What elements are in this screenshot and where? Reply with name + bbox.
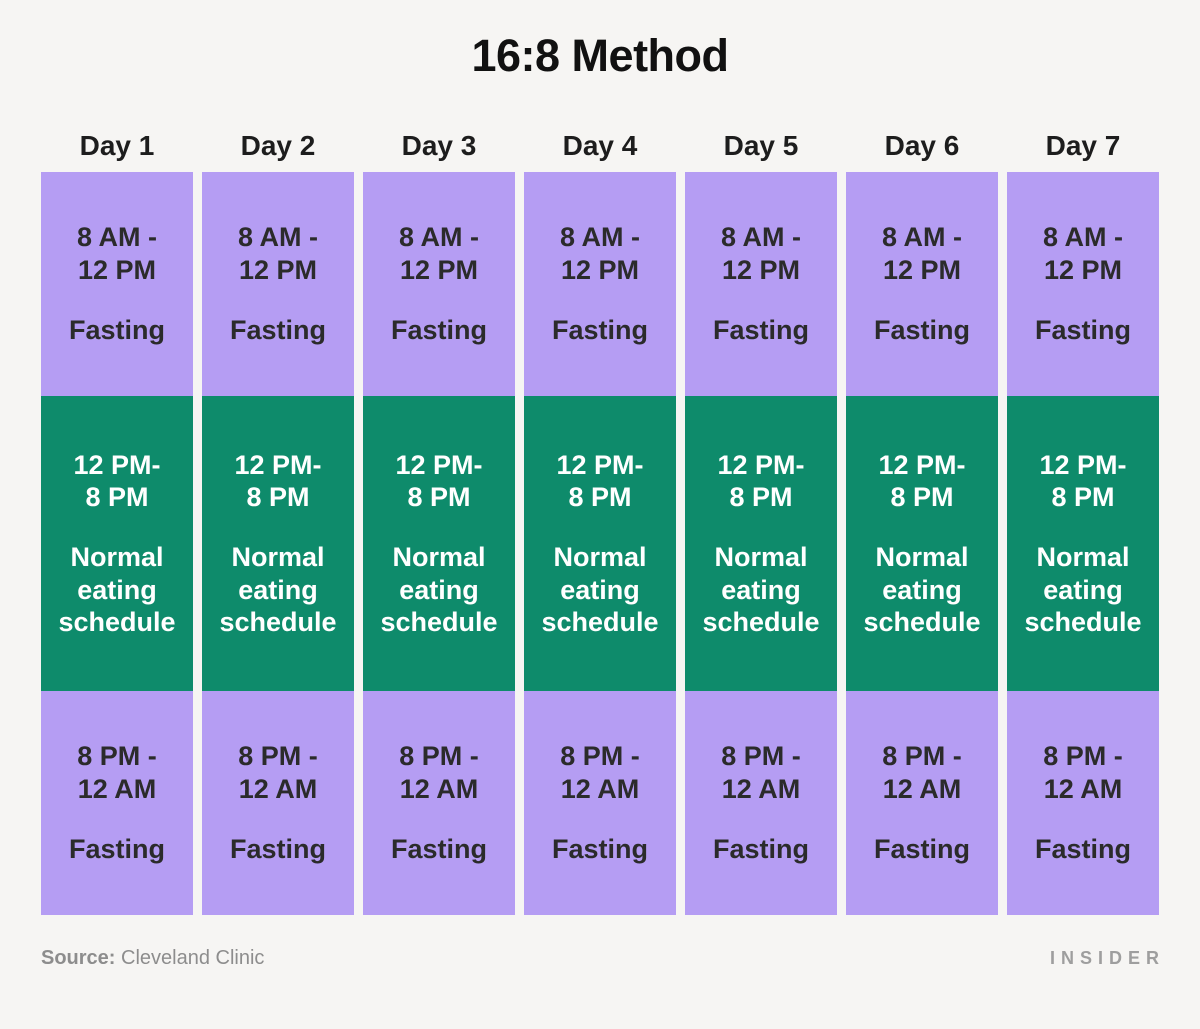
schedule-block: 12 PM- 8 PM Normal eating schedule xyxy=(685,396,837,691)
schedule-block: 12 PM- 8 PM Normal eating schedule xyxy=(524,396,676,691)
time-range-text: 8 PM - 12 AM xyxy=(399,741,479,804)
insider-logo: INSIDER xyxy=(1049,948,1165,968)
time-range-text: 8 PM - 12 AM xyxy=(560,741,640,804)
schedule-block: 8 AM - 12 PM Fasting xyxy=(1007,172,1159,396)
footer: Source: Cleveland Clinic INSIDER xyxy=(0,947,1200,970)
activity-label: Fasting xyxy=(1034,315,1131,346)
time-range-text: 12 PM- 8 PM xyxy=(234,449,322,512)
time-range-text: 8 PM - 12 AM xyxy=(77,741,157,804)
day-column: Day 4 8 AM - 12 PM Fasting 12 PM- 8 PM N… xyxy=(524,129,676,915)
time-range-text: 8 AM - 12 PM xyxy=(721,222,801,285)
source-line: Source: Cleveland Clinic xyxy=(41,947,264,970)
page-title: 16:8 Method xyxy=(471,30,729,81)
activity-label: Normal eating schedule xyxy=(1024,542,1142,638)
activity-label: Fasting xyxy=(390,315,487,346)
activity-label: Normal eating schedule xyxy=(58,542,176,638)
day-header-label: Day 6 xyxy=(884,130,960,161)
schedule-block: 8 PM - 12 AM Fasting xyxy=(1007,691,1159,915)
day-column: Day 3 8 AM - 12 PM Fasting 12 PM- 8 PM N… xyxy=(363,129,515,915)
day-header-label: Day 7 xyxy=(1045,130,1121,161)
schedule-block: 8 AM - 12 PM Fasting xyxy=(846,172,998,396)
time-range-text: 12 PM- 8 PM xyxy=(717,449,805,512)
time-range-text: 8 AM - 12 PM xyxy=(399,222,479,285)
time-range-text: 8 PM - 12 AM xyxy=(1043,741,1123,804)
time-range-text: 8 AM - 12 PM xyxy=(1043,222,1123,285)
activity-label: Fasting xyxy=(551,834,648,865)
schedule-grid: Day 1 8 AM - 12 PM Fasting 12 PM- 8 PM N… xyxy=(0,129,1200,915)
schedule-block: 12 PM- 8 PM Normal eating schedule xyxy=(363,396,515,691)
day-column: Day 7 8 AM - 12 PM Fasting 12 PM- 8 PM N… xyxy=(1007,129,1159,915)
schedule-block: 8 PM - 12 AM Fasting xyxy=(202,691,354,915)
schedule-block: 12 PM- 8 PM Normal eating schedule xyxy=(41,396,193,691)
time-range-text: 8 PM - 12 AM xyxy=(238,741,318,804)
time-range-text: 8 AM - 12 PM xyxy=(560,222,640,285)
source-label: Source: xyxy=(41,947,116,969)
day-column: Day 2 8 AM - 12 PM Fasting 12 PM- 8 PM N… xyxy=(202,129,354,915)
activity-label: Fasting xyxy=(551,315,648,346)
time-range-text: 12 PM- 8 PM xyxy=(556,449,644,512)
activity-label: Fasting xyxy=(873,315,970,346)
activity-label: Fasting xyxy=(390,834,487,865)
activity-label: Fasting xyxy=(712,315,809,346)
activity-label: Fasting xyxy=(712,834,809,865)
schedule-block: 8 PM - 12 AM Fasting xyxy=(524,691,676,915)
activity-label: Normal eating schedule xyxy=(380,542,498,638)
day-header-label: Day 2 xyxy=(240,130,316,161)
schedule-block: 8 PM - 12 AM Fasting xyxy=(41,691,193,915)
schedule-block: 12 PM- 8 PM Normal eating schedule xyxy=(1007,396,1159,691)
schedule-block: 12 PM- 8 PM Normal eating schedule xyxy=(846,396,998,691)
activity-label: Normal eating schedule xyxy=(863,542,981,638)
day-column: Day 1 8 AM - 12 PM Fasting 12 PM- 8 PM N… xyxy=(41,129,193,915)
time-range-text: 8 AM - 12 PM xyxy=(238,222,318,285)
activity-label: Fasting xyxy=(229,834,326,865)
activity-label: Normal eating schedule xyxy=(219,542,337,638)
time-range-text: 8 AM - 12 PM xyxy=(77,222,157,285)
schedule-block: 8 AM - 12 PM Fasting xyxy=(41,172,193,396)
activity-label: Fasting xyxy=(873,834,970,865)
source-value: Cleveland Clinic xyxy=(121,947,265,969)
day-header-label: Day 5 xyxy=(723,130,799,161)
activity-label: Fasting xyxy=(229,315,326,346)
activity-label: Fasting xyxy=(1034,834,1131,865)
time-range-text: 8 AM - 12 PM xyxy=(882,222,962,285)
time-range-text: 12 PM- 8 PM xyxy=(73,449,161,512)
schedule-block: 8 AM - 12 PM Fasting xyxy=(363,172,515,396)
day-header-label: Day 1 xyxy=(79,130,155,161)
activity-label: Normal eating schedule xyxy=(541,542,659,638)
schedule-block: 8 AM - 12 PM Fasting xyxy=(685,172,837,396)
time-range-text: 8 PM - 12 AM xyxy=(721,741,801,804)
time-range-text: 12 PM- 8 PM xyxy=(1039,449,1127,512)
activity-label: Normal eating schedule xyxy=(702,542,820,638)
schedule-block: 8 PM - 12 AM Fasting xyxy=(685,691,837,915)
schedule-block: 12 PM- 8 PM Normal eating schedule xyxy=(202,396,354,691)
day-column: Day 5 8 AM - 12 PM Fasting 12 PM- 8 PM N… xyxy=(685,129,837,915)
schedule-block: 8 PM - 12 AM Fasting xyxy=(363,691,515,915)
time-range-text: 8 PM - 12 AM xyxy=(882,741,962,804)
day-column: Day 6 8 AM - 12 PM Fasting 12 PM- 8 PM N… xyxy=(846,129,998,915)
day-header-label: Day 3 xyxy=(401,130,477,161)
activity-label: Fasting xyxy=(68,315,165,346)
schedule-block: 8 AM - 12 PM Fasting xyxy=(202,172,354,396)
day-header-label: Day 4 xyxy=(562,130,638,161)
time-range-text: 12 PM- 8 PM xyxy=(395,449,483,512)
activity-label: Fasting xyxy=(68,834,165,865)
infographic-page: 16:8 Method Day 1 8 AM - 12 PM Fasting 1… xyxy=(0,30,1200,970)
schedule-block: 8 AM - 12 PM Fasting xyxy=(524,172,676,396)
schedule-block: 8 PM - 12 AM Fasting xyxy=(846,691,998,915)
time-range-text: 12 PM- 8 PM xyxy=(878,449,966,512)
